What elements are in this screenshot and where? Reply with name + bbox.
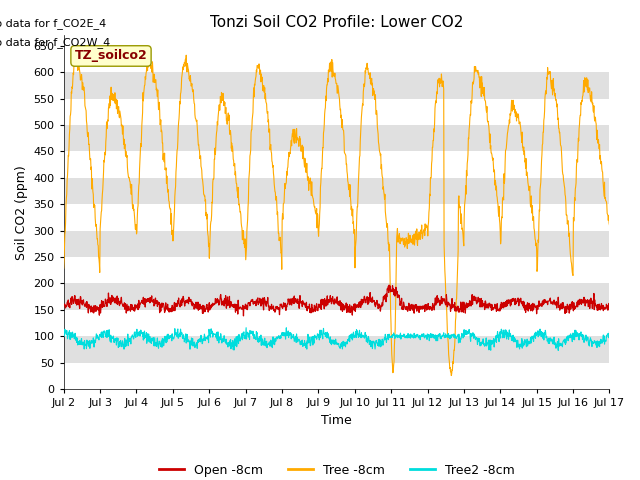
- Text: TZ_soilco2: TZ_soilco2: [75, 49, 147, 62]
- Bar: [64, 178, 609, 204]
- Bar: [64, 231, 609, 257]
- Y-axis label: Soil CO2 (ppm): Soil CO2 (ppm): [15, 165, 28, 260]
- Bar: [64, 125, 609, 152]
- X-axis label: Time: Time: [321, 414, 352, 427]
- Bar: [64, 336, 609, 362]
- Text: No data for f_CO2E_4: No data for f_CO2E_4: [0, 18, 106, 29]
- Bar: [64, 72, 609, 99]
- Bar: [64, 283, 609, 310]
- Legend: Open -8cm, Tree -8cm, Tree2 -8cm: Open -8cm, Tree -8cm, Tree2 -8cm: [154, 459, 520, 480]
- Text: No data for f_CO2W_4: No data for f_CO2W_4: [0, 37, 110, 48]
- Title: Tonzi Soil CO2 Profile: Lower CO2: Tonzi Soil CO2 Profile: Lower CO2: [210, 15, 463, 30]
